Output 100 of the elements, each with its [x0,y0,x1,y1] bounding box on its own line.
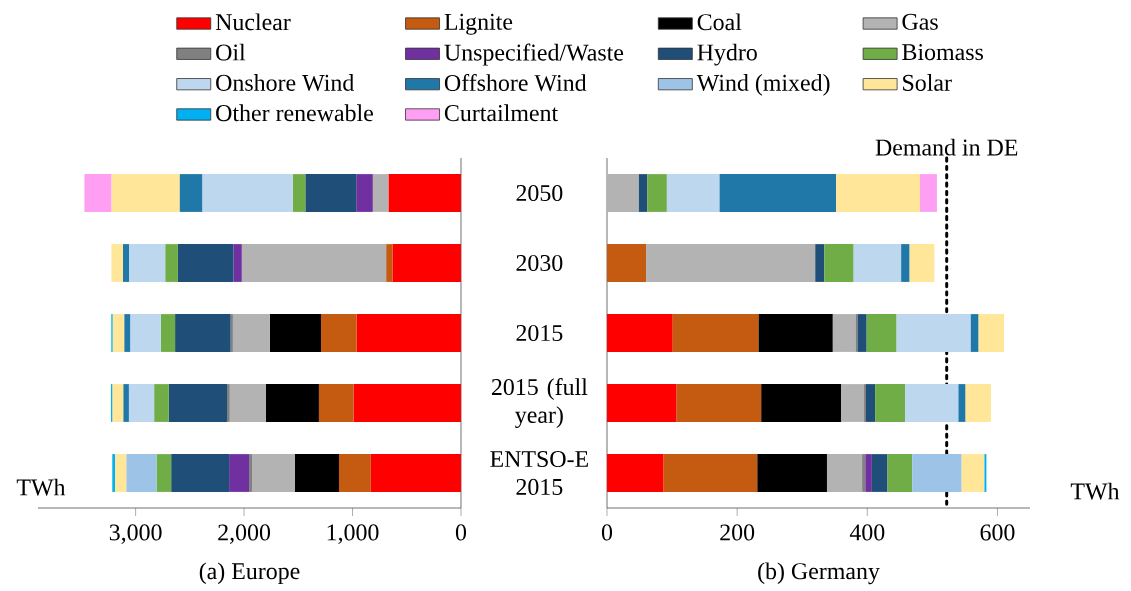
legend-label: Curtailment [444,104,559,122]
bar [824,244,854,282]
x-tick-label: 2,000 [218,524,271,544]
bar [370,454,461,492]
bar [115,454,127,492]
y-tick-label: 2030 [516,254,563,272]
bar [112,314,125,352]
bar [857,314,867,352]
legend-label: Hydro [697,43,757,66]
bar [265,384,319,422]
text: (b) Germany [758,562,880,585]
bar [672,314,759,352]
bar [372,174,389,212]
bar [896,314,971,352]
bar [920,174,937,212]
bar [202,174,293,212]
bar [901,244,910,282]
legend-label: Nuclear [215,13,291,31]
x-axis-title: TWh [1070,482,1120,500]
bar [607,244,647,282]
bar [866,314,897,352]
bar [353,384,461,422]
bar [338,454,371,492]
bar [392,244,461,282]
bar [177,244,234,282]
legend-label: Offshore Wind [444,73,587,92]
y-tick-label: 2015 [516,324,563,342]
bar [124,314,131,352]
bar [130,314,161,352]
legend-label: Coal [697,13,742,31]
bar [905,384,959,422]
x-tick-label: 1,000 [327,524,379,544]
x-tick-label: 200 [720,524,755,541]
bar [123,244,129,282]
bar [887,454,913,492]
bar [836,174,921,212]
bar [607,454,664,492]
legend-label: Biomass [902,44,983,61]
bar [171,454,230,492]
bar [229,454,250,492]
bar [305,174,357,212]
y-tick-label: ENTSO-E 2015 [490,451,588,495]
x-tick-label: 600 [980,524,1015,541]
bar [168,384,228,422]
bar [961,454,985,492]
bar [252,454,295,492]
bar [156,454,172,492]
legend-label: Lignite [444,13,513,35]
bar [871,454,888,492]
bar [965,384,991,422]
bar [249,454,253,492]
bar [663,454,758,492]
bar [815,244,825,282]
bar [128,244,166,282]
legend-label: Onshore Wind [216,74,354,92]
bar [356,174,373,212]
bar [320,314,357,352]
x-tick-label: 0 [601,524,613,541]
bar [356,314,461,352]
bar [757,454,827,492]
bar [292,174,306,212]
bar [761,384,842,422]
bar [719,174,837,212]
ref-line-label: Demand in DE [875,138,1018,156]
bar [647,174,667,212]
bar [229,384,266,422]
legend-label: Other renewable [216,104,373,122]
bar [970,314,979,352]
bar [865,454,872,492]
x-tick-label: 3,000 [109,524,162,544]
legend-label: Oil [216,43,246,61]
legend-label: Solar [903,74,952,91]
y-tick-label: 2015 (full year) [491,378,588,428]
bar [241,244,387,282]
bar [676,384,762,422]
legend-label: Gas [902,13,938,30]
bar [112,454,115,492]
bar [853,244,902,282]
bar [607,174,639,212]
bar [666,174,720,212]
text: (a) Europe [199,562,300,585]
bar [826,454,863,492]
bar [233,244,242,282]
bar [128,384,155,422]
bar [386,244,393,282]
bar [175,314,231,352]
bar [875,384,906,422]
legend-label: Wind (mixed) [696,74,830,96]
bar [646,244,816,282]
y-tick-label: 2050 [516,184,563,202]
bar [912,454,962,492]
bar [179,174,203,212]
bar [978,314,1004,352]
bar [832,314,856,352]
bar [388,174,461,212]
bar [638,174,648,212]
bar [227,384,230,422]
bar [866,384,876,422]
bar [123,384,129,422]
bar [112,384,124,422]
